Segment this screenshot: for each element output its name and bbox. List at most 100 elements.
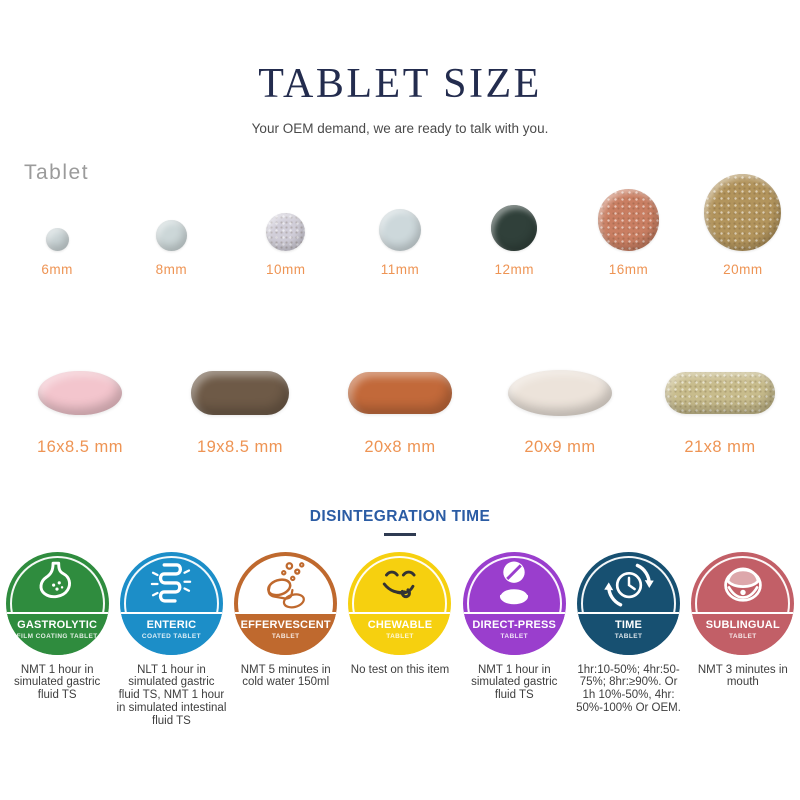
disintegration-badge-item: ENTERIC COATED TABLET NLT 1 hour in simu… bbox=[114, 551, 228, 729]
badge-circle: SUBLINGUAL TABLET bbox=[691, 551, 795, 655]
round-tablet-image bbox=[378, 208, 422, 251]
round-tablet-image bbox=[266, 212, 305, 251]
mouth-tongue-icon bbox=[724, 566, 762, 602]
tablet-size-label: 21x8 mm bbox=[684, 438, 756, 456]
tablet-size-label: 20x8 mm bbox=[364, 438, 436, 456]
round-tablet-item: 11mm bbox=[343, 185, 457, 277]
badge-subtitle: TABLET bbox=[500, 633, 529, 641]
disintegration-badge-item: DIRECT-PRESS TABLET NMT 1 hour in simula… bbox=[457, 551, 571, 703]
oblong-tablet-image bbox=[508, 369, 612, 417]
disintegration-badge-item: TIME TABLET 1hr:10-50%; 4hr:50-75%; 8hr:… bbox=[571, 551, 685, 716]
fizz-tablets-icon bbox=[266, 561, 305, 608]
oblong-tablet-image bbox=[348, 372, 452, 414]
oblong-tablet-item: 16x8.5 mm bbox=[0, 365, 160, 457]
round-tablet-image bbox=[704, 174, 782, 251]
tablet-size-label: 16mm bbox=[608, 262, 649, 277]
badge-circle: CHEWABLE TABLET bbox=[348, 551, 452, 655]
badge-circle: ENTERIC COATED TABLET bbox=[119, 551, 223, 655]
round-tablet-item: 8mm bbox=[114, 185, 228, 277]
tablet-photo-slot bbox=[597, 185, 660, 251]
oblong-tablet-item: 19x8.5 mm bbox=[160, 365, 320, 457]
tablet-size-label: 20x9 mm bbox=[524, 438, 596, 456]
round-tablet-image bbox=[597, 189, 660, 251]
badge-subtitle: TABLET bbox=[614, 633, 643, 641]
oblong-tablet-image bbox=[665, 372, 775, 414]
tablet-photo-slot bbox=[348, 365, 452, 421]
tablet-photo-slot bbox=[378, 185, 422, 251]
badge-icon-slot bbox=[716, 557, 770, 611]
badge-subtitle: TABLET bbox=[271, 633, 300, 641]
badge-test-note: NMT 3 minutes in mouth bbox=[697, 663, 788, 689]
badge-label-band: ENTERIC COATED TABLET bbox=[119, 612, 223, 655]
badge-test-note: No test on this item bbox=[350, 663, 450, 676]
press-tablets-icon bbox=[499, 561, 530, 604]
oblong-tablet-image bbox=[38, 370, 122, 416]
oblong-tablet-row: 16x8.5 mm 19x8.5 mm 20x8 mm 20x9 bbox=[0, 365, 800, 457]
badge-test-note: NMT 1 hour in simulated gastric fluid TS bbox=[13, 663, 101, 702]
tablet-group-label: Tablet bbox=[24, 161, 90, 184]
disintegration-badge-item: EFFERVESCENT TABLET NMT 5 minutes in col… bbox=[229, 551, 343, 690]
tablet-size-label: 19x8.5 mm bbox=[196, 438, 284, 456]
intestine-icon bbox=[151, 562, 192, 603]
badge-label-band: CHEWABLE TABLET bbox=[348, 612, 452, 655]
badge-label-band: GASTROLYTIC FILM COATING TABLET bbox=[5, 612, 109, 655]
disintegration-badge-item: SUBLINGUAL TABLET NMT 3 minutes in mouth bbox=[686, 551, 800, 690]
badge-test-note: NLT 1 hour in simulated gastric fluid TS… bbox=[116, 663, 227, 728]
badge-subtitle: TABLET bbox=[386, 633, 414, 641]
page-subtitle: Your OEM demand, we are ready to talk wi… bbox=[251, 121, 549, 136]
oblong-tablet-image bbox=[190, 370, 290, 416]
tablet-photo-slot bbox=[508, 365, 612, 421]
disintegration-badge-item: GASTROLYTIC FILM COATING TABLET NMT 1 ho… bbox=[0, 551, 114, 703]
tablet-size-label: 8mm bbox=[155, 262, 188, 277]
heading-underline bbox=[384, 533, 416, 536]
tablet-photo-slot bbox=[665, 365, 775, 421]
badge-label-band: EFFERVESCENT TABLET bbox=[234, 612, 338, 655]
badge-subtitle: COATED TABLET bbox=[141, 633, 201, 641]
oblong-tablet-item: 21x8 mm bbox=[640, 365, 800, 457]
round-tablet-item: 10mm bbox=[229, 185, 343, 277]
round-tablet-row: 6mm 8mm 10mm 11mm bbox=[0, 174, 800, 277]
badge-icon-slot bbox=[602, 557, 656, 611]
page-title: TABLET SIZE bbox=[258, 61, 542, 107]
round-tablet-item: 6mm bbox=[0, 185, 114, 277]
badge-test-note: 1hr:10-50%; 4hr:50-75%; 8hr:≥90%. Or 1h … bbox=[576, 663, 681, 715]
badge-title: TIME bbox=[615, 619, 643, 632]
stomach-icon bbox=[39, 561, 72, 598]
tablet-photo-slot bbox=[38, 365, 122, 421]
round-tablet-item: 12mm bbox=[457, 185, 571, 277]
badge-title: SUBLINGUAL bbox=[705, 619, 780, 632]
badge-title: EFFERVESCENT bbox=[240, 619, 331, 632]
badge-icon-slot bbox=[373, 557, 427, 611]
badge-test-note: NMT 5 minutes in cold water 150ml bbox=[240, 663, 331, 689]
badge-title: ENTERIC bbox=[146, 619, 197, 632]
badge-label-band: TIME TABLET bbox=[577, 612, 681, 655]
tablet-photo-slot bbox=[156, 185, 187, 251]
round-tablet-item: 16mm bbox=[571, 185, 685, 277]
tablet-size-label: 11mm bbox=[380, 262, 420, 277]
oblong-tablet-item: 20x9 mm bbox=[480, 365, 640, 457]
badge-subtitle: FILM COATING TABLET bbox=[16, 633, 98, 641]
round-tablet-image bbox=[491, 204, 538, 251]
header: TABLET SIZE Your OEM demand, we are read… bbox=[0, 0, 800, 136]
tablet-photo-slot bbox=[45, 185, 69, 251]
badge-label-band: SUBLINGUAL TABLET bbox=[691, 612, 795, 655]
badge-circle: DIRECT-PRESS TABLET bbox=[462, 551, 566, 655]
tablet-photo-slot bbox=[266, 185, 305, 251]
badge-icon-slot bbox=[144, 557, 198, 611]
badge-icon-slot bbox=[30, 557, 84, 611]
tablet-size-label: 20mm bbox=[723, 262, 763, 277]
disintegration-badge-item: CHEWABLE TABLET No test on this item bbox=[343, 551, 457, 677]
round-tablet-image bbox=[156, 220, 187, 251]
badge-label-band: DIRECT-PRESS TABLET bbox=[462, 612, 566, 655]
badge-icon-slot bbox=[487, 557, 541, 611]
badge-circle: GASTROLYTIC FILM COATING TABLET bbox=[5, 551, 109, 655]
tablet-size-label: 12mm bbox=[494, 262, 535, 277]
oblong-tablet-item: 20x8 mm bbox=[320, 365, 480, 457]
licking-face-icon bbox=[382, 570, 416, 598]
round-tablet-image bbox=[45, 227, 69, 251]
badge-title: CHEWABLE bbox=[367, 619, 433, 632]
clock-arrows-icon bbox=[603, 563, 654, 606]
round-tablet-item: 20mm bbox=[686, 174, 800, 277]
tablet-photo-slot bbox=[190, 365, 290, 421]
